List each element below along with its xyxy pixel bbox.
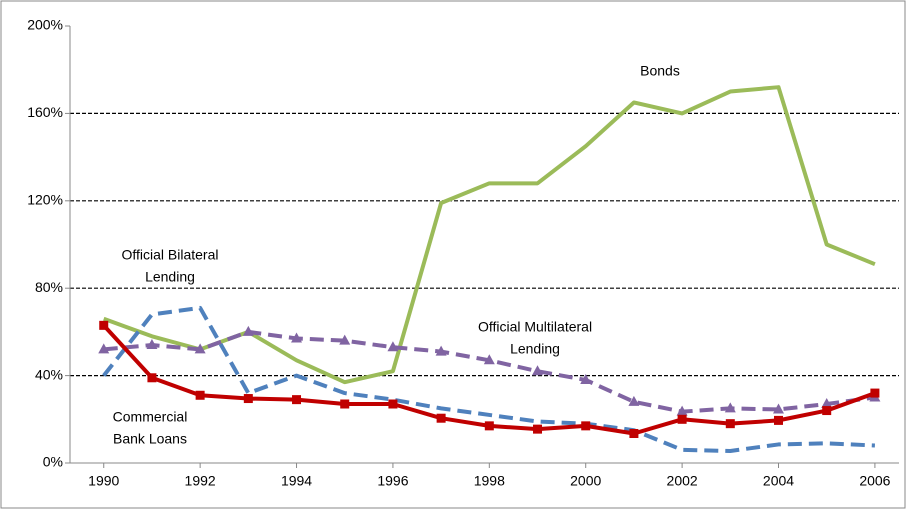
- series-line: [102, 305, 875, 453]
- marker: [195, 390, 205, 400]
- marker: [99, 320, 109, 330]
- marker: [533, 424, 543, 434]
- marker: [387, 341, 399, 352]
- series-annotation: Lending: [145, 269, 195, 285]
- marker: [484, 421, 494, 431]
- series-annotation: Bank Loans: [113, 431, 187, 447]
- marker: [483, 354, 495, 365]
- marker: [292, 395, 302, 405]
- marker: [388, 399, 398, 409]
- marker: [676, 405, 688, 416]
- x-tick-label: 1994: [281, 473, 312, 489]
- y-tick-label: 120%: [27, 192, 63, 208]
- marker: [147, 373, 157, 383]
- marker: [243, 394, 253, 404]
- marker: [339, 334, 351, 345]
- marker: [194, 343, 206, 354]
- series-annotation: Commercial: [113, 409, 188, 425]
- y-tick-label: 200%: [27, 17, 63, 33]
- x-tick-label: 2002: [667, 473, 698, 489]
- marker: [773, 403, 785, 414]
- marker: [98, 343, 110, 354]
- marker: [291, 332, 303, 343]
- marker: [580, 373, 592, 384]
- x-tick-label: 1990: [88, 473, 119, 489]
- series-annotation: Official Bilateral: [121, 247, 218, 263]
- marker: [822, 406, 832, 416]
- x-tick-label: 1992: [185, 473, 216, 489]
- marker: [242, 325, 254, 336]
- marker: [724, 402, 736, 413]
- series-annotation: Lending: [510, 341, 560, 357]
- marker: [435, 345, 447, 356]
- marker: [725, 419, 735, 429]
- y-tick-label: 160%: [27, 104, 63, 120]
- marker: [340, 399, 350, 409]
- x-tick-label: 2004: [763, 473, 794, 489]
- series-annotation: Bonds: [640, 63, 680, 79]
- y-tick-label: 0%: [43, 454, 63, 470]
- marker: [870, 388, 880, 398]
- marker: [146, 339, 158, 350]
- marker: [774, 415, 784, 425]
- series-annotation: Official Multilateral: [478, 319, 592, 335]
- marker: [677, 414, 687, 424]
- marker: [581, 421, 591, 431]
- marker: [821, 398, 833, 409]
- marker: [532, 365, 544, 376]
- marker: [436, 413, 446, 423]
- y-tick-label: 40%: [35, 366, 63, 382]
- x-tick-label: 2006: [859, 473, 890, 489]
- x-tick-label: 2000: [570, 473, 601, 489]
- x-tick-label: 1996: [377, 473, 408, 489]
- y-tick-label: 80%: [35, 279, 63, 295]
- x-tick-label: 1998: [474, 473, 505, 489]
- marker: [629, 429, 639, 439]
- marker: [628, 395, 640, 406]
